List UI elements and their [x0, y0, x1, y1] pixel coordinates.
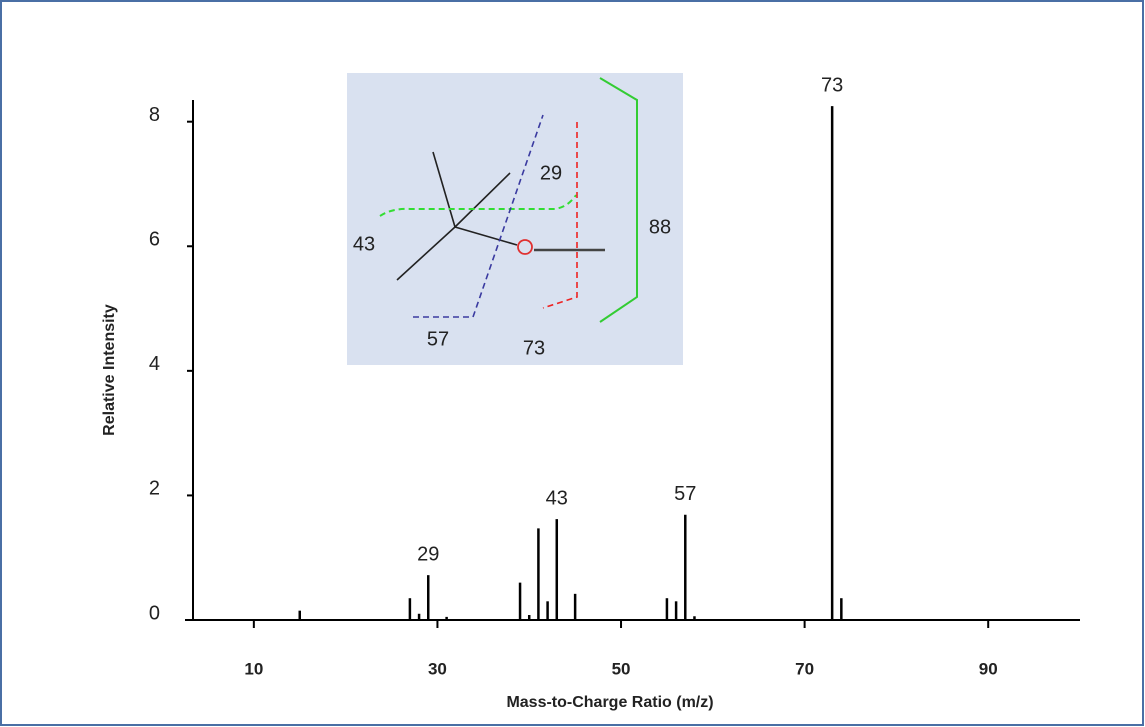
cleavage-line — [542, 122, 578, 309]
x-tick-label: 70 — [795, 659, 814, 678]
inset-label: 73 — [523, 337, 545, 359]
bracket — [599, 77, 638, 323]
y-tick-label: 8 — [149, 104, 160, 126]
x-tick-label: 30 — [428, 659, 447, 678]
peak-label: 73 — [821, 74, 843, 96]
peak-label: 29 — [417, 543, 439, 565]
x-axis-label: Mass-to-Charge Ratio (m/z) — [506, 694, 713, 711]
inset: 29 43 57 73 88 — [347, 73, 683, 365]
oxygen-atom — [517, 239, 533, 255]
inset-background — [347, 73, 683, 365]
inset-label: 57 — [427, 328, 449, 350]
cleavage-line — [379, 194, 577, 217]
x-tick-label: 50 — [612, 659, 631, 678]
cleavage-line — [413, 114, 544, 318]
x-tick-label: 10 — [244, 659, 263, 678]
inset-label: 43 — [353, 233, 375, 255]
x-tick-label: 90 — [979, 659, 998, 678]
y-axis-label: Relative Intensity — [101, 304, 118, 436]
y-tick-label: 4 — [149, 353, 160, 375]
peak-label: 57 — [674, 483, 696, 505]
inset-label: 29 — [540, 162, 562, 184]
y-tick-label: 0 — [149, 602, 160, 624]
peak-label: 43 — [546, 487, 568, 509]
y-tick-label: 2 — [149, 478, 160, 500]
structure — [396, 151, 605, 281]
inset-label: 88 — [649, 216, 671, 238]
y-tick-label: 6 — [149, 229, 160, 251]
